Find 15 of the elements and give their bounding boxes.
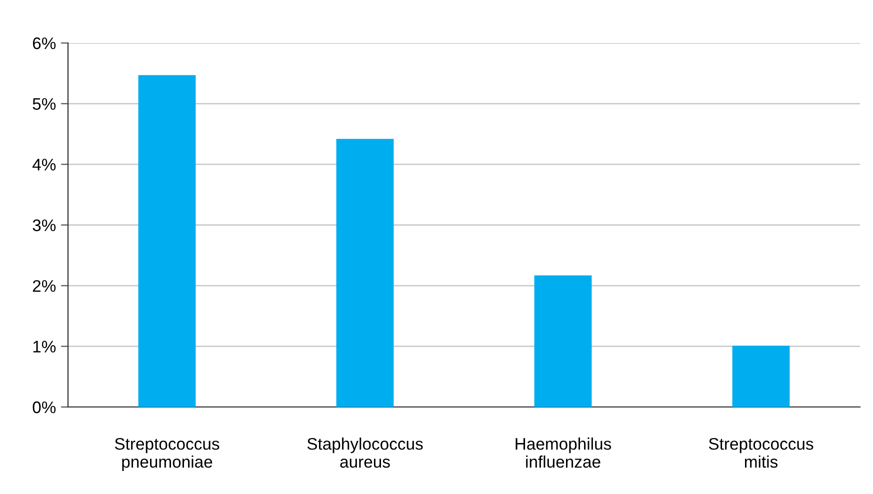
y-tick-label: 5% xyxy=(32,98,56,110)
x-tick-label: Haemophilus influenzae xyxy=(516,438,612,468)
y-tick-label: 6% xyxy=(32,37,56,50)
bar xyxy=(138,75,196,407)
y-tick-label: 3% xyxy=(32,219,56,232)
y-tick-label: 2% xyxy=(32,280,56,292)
y-tick-label: 1% xyxy=(33,340,56,352)
x-tick-label: Streptococcus mitis xyxy=(708,438,814,468)
bar xyxy=(732,346,790,407)
bar xyxy=(534,275,592,407)
x-tick-label: Staphylococcus aureus xyxy=(307,438,423,468)
y-tick-label: 4% xyxy=(32,158,56,170)
y-tick-label: 0% xyxy=(32,401,56,414)
x-tick-label: Streptococcus pneumoniae xyxy=(114,438,220,472)
bar xyxy=(336,138,394,407)
